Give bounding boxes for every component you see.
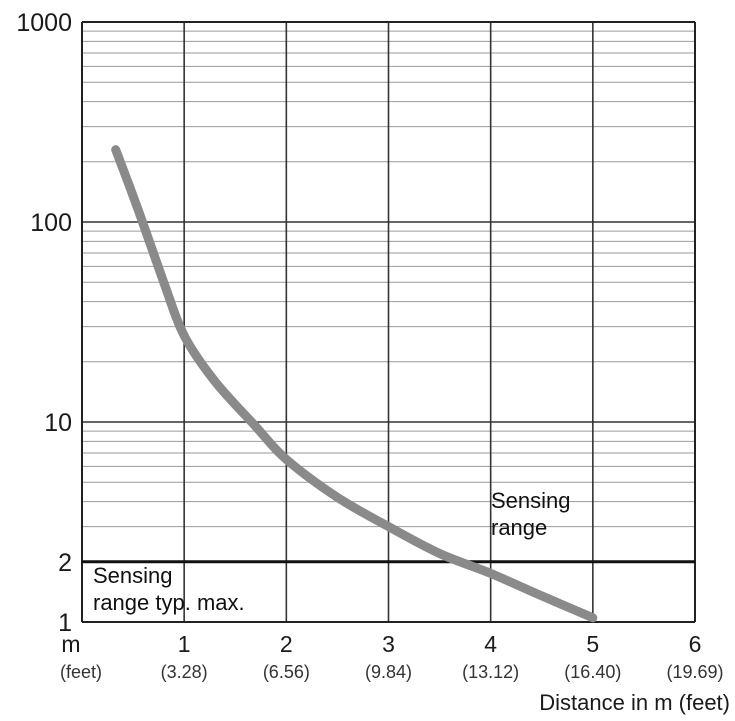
x-unit-sublabel: (feet) [60, 662, 102, 682]
curve-group [111, 145, 598, 623]
x-tick-label: 5 [586, 631, 599, 657]
annotation-below-line-1: Sensing [93, 563, 173, 588]
annotation-above-line-1: Sensing [491, 488, 571, 513]
x-unit-label: m [61, 631, 80, 657]
annotation-sensing-range-typ-max: Sensing range typ. max. [93, 563, 245, 615]
x-tick-label: 3 [382, 631, 395, 657]
x-tick-sublabel: (9.84) [365, 662, 412, 682]
x-tick-label: 4 [484, 631, 497, 657]
x-tick-label: 1 [178, 631, 191, 657]
y-tick-label: 1 [58, 609, 72, 637]
major-gridlines [82, 22, 695, 622]
x-tick-sublabel: (6.56) [263, 662, 310, 682]
y-tick-label: 1000 [16, 9, 72, 37]
x-tick-sublabel: (16.40) [564, 662, 621, 682]
x-axis-title: Distance in m (feet) [539, 690, 730, 715]
x-tick-sublabel: (19.69) [666, 662, 723, 682]
annotation-below-line-2: range typ. max. [93, 590, 245, 615]
y-tick-labels: 1 2 10 100 1000 [16, 9, 72, 637]
x-tick-sublabel: (3.28) [161, 662, 208, 682]
x-tick-sublabel: (13.12) [462, 662, 519, 682]
series-line [111, 145, 598, 623]
y-tick-label: 2 [58, 549, 72, 577]
y-tick-label: 10 [44, 409, 72, 437]
y-tick-label: 100 [30, 209, 72, 237]
annotation-sensing-range: Sensing range [491, 488, 571, 540]
annotation-above-line-2: range [491, 515, 547, 540]
x-tick-label: 2 [280, 631, 293, 657]
x-tick-label: 6 [689, 631, 702, 657]
x-tick-labels: 1 (3.28) 2 (6.56) 3 (9.84) 4 (13.12) 5 (16.40) 6 (1… [161, 631, 724, 682]
